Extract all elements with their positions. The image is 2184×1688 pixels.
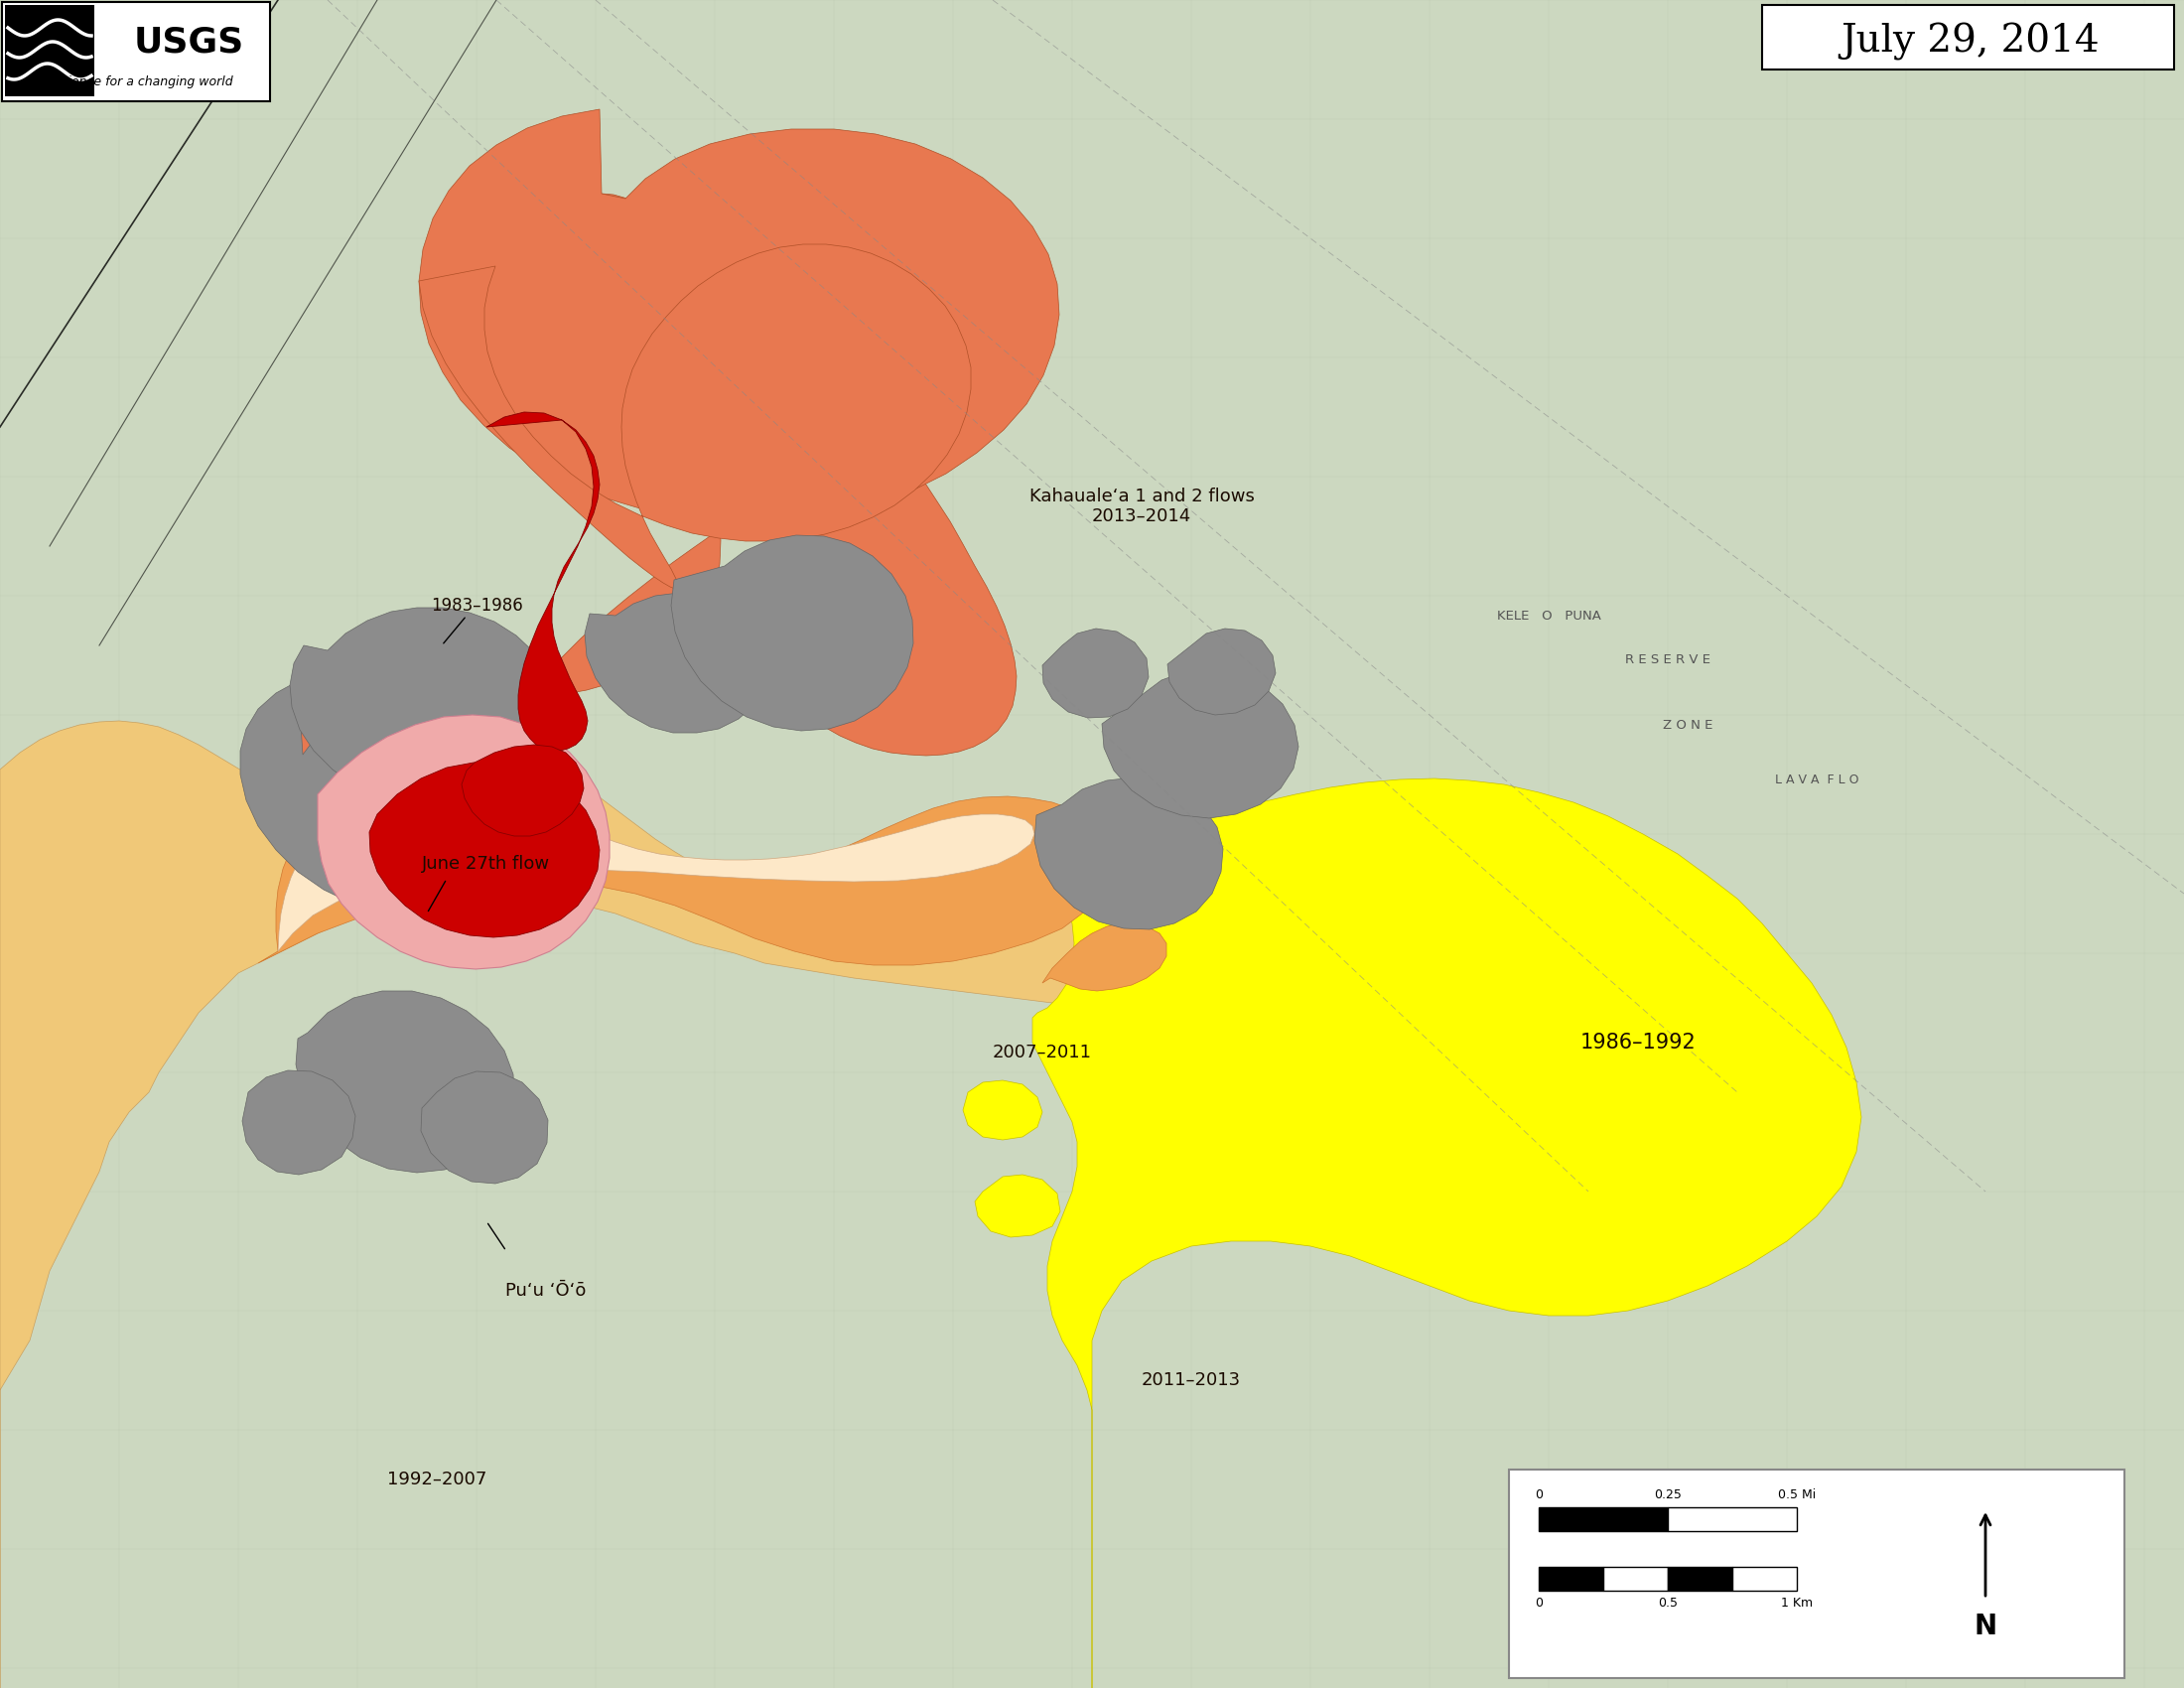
Bar	[1603, 1566, 1669, 1590]
Bar	[1540, 1507, 1669, 1531]
Text: 2011–2013: 2011–2013	[1142, 1371, 1241, 1389]
Text: R E S E R V E: R E S E R V E	[1625, 653, 1710, 667]
Text: 0.5: 0.5	[1658, 1597, 1677, 1610]
Text: L A V A  F L O: L A V A F L O	[1776, 773, 1859, 787]
Polygon shape	[0, 721, 1271, 1688]
Polygon shape	[1168, 628, 1275, 716]
Text: KELE   O   PUNA: KELE O PUNA	[1496, 609, 1601, 623]
Bar	[4, 5, 94, 96]
Polygon shape	[1035, 778, 1223, 930]
Text: Z O N E: Z O N E	[1662, 719, 1712, 731]
Text: 2007–2011: 2007–2011	[994, 1043, 1092, 1062]
Polygon shape	[974, 1175, 1059, 1237]
Text: 0.5 Mi: 0.5 Mi	[1778, 1489, 1815, 1501]
Bar	[1669, 1566, 1732, 1590]
Text: 1986–1992: 1986–1992	[1579, 1033, 1697, 1053]
Text: USGS: USGS	[133, 25, 245, 59]
Text: Kahaualeʻa 1 and 2 flows
2013–2014: Kahaualeʻa 1 and 2 flows 2013–2014	[1029, 488, 1254, 525]
Polygon shape	[1033, 778, 1861, 1688]
Polygon shape	[275, 194, 1016, 864]
Text: 0.25: 0.25	[1653, 1489, 1682, 1501]
Polygon shape	[461, 744, 583, 836]
Text: June 27th flow: June 27th flow	[422, 854, 550, 873]
Polygon shape	[670, 535, 913, 731]
Polygon shape	[963, 1080, 1042, 1139]
Polygon shape	[295, 991, 513, 1173]
Text: 1992–2007: 1992–2007	[387, 1470, 487, 1489]
Text: N: N	[1974, 1612, 1996, 1641]
Text: 1983–1986: 1983–1986	[430, 598, 522, 614]
Polygon shape	[317, 716, 609, 969]
Polygon shape	[277, 765, 1035, 952]
Polygon shape	[419, 245, 972, 589]
Polygon shape	[242, 1070, 356, 1175]
Polygon shape	[369, 763, 601, 937]
Polygon shape	[585, 592, 769, 733]
Text: 0: 0	[1535, 1597, 1542, 1610]
Text: Puʻu ʻŌʻō: Puʻu ʻŌʻō	[507, 1281, 585, 1300]
Polygon shape	[1103, 668, 1299, 819]
Polygon shape	[1042, 628, 1149, 717]
Polygon shape	[422, 1072, 548, 1183]
Polygon shape	[419, 110, 1059, 523]
Text: science for a changing world: science for a changing world	[55, 74, 234, 88]
Bar	[1540, 1566, 1603, 1590]
Polygon shape	[487, 412, 601, 751]
Bar	[1669, 1507, 1797, 1531]
Polygon shape	[240, 682, 563, 915]
Bar	[1732, 1566, 1797, 1590]
Text: 1 Km: 1 Km	[1780, 1597, 1813, 1610]
Text: 0: 0	[1535, 1489, 1542, 1501]
Polygon shape	[258, 766, 1109, 966]
Polygon shape	[1042, 923, 1166, 991]
Bar	[2, 2, 271, 101]
Bar	[1762, 5, 2173, 69]
Polygon shape	[290, 608, 557, 807]
Text: July 29, 2014: July 29, 2014	[1841, 24, 2101, 61]
Bar	[1509, 1470, 2125, 1678]
